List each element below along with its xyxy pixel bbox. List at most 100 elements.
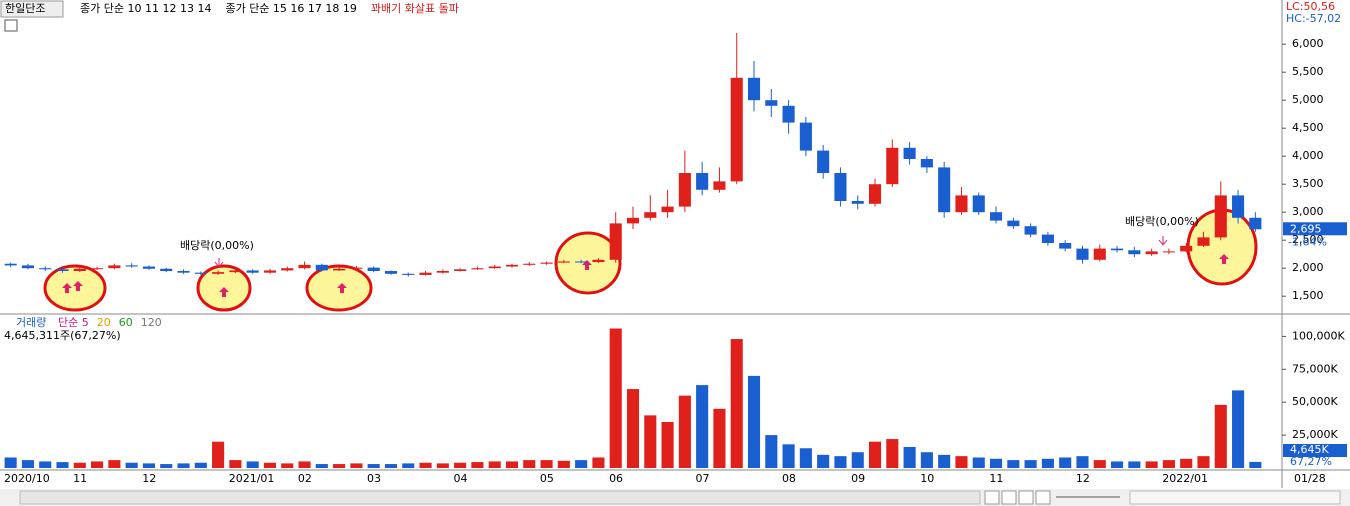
ratio-label: 67,27%: [1290, 455, 1332, 468]
volume-bar: [39, 461, 52, 468]
candle-body: [955, 195, 968, 213]
volume-bar: [1162, 460, 1175, 468]
button[interactable]: [1018, 490, 1034, 505]
volume-bar: [868, 441, 882, 468]
candle-body: [920, 159, 933, 168]
candle-body: [91, 268, 104, 270]
scrollbar: [0, 489, 1350, 506]
arrow: [337, 283, 347, 293]
candle-body: [436, 271, 449, 273]
candle-body: [834, 173, 847, 201]
x-tick-label: 09: [851, 472, 865, 485]
volume-bar: [903, 446, 916, 468]
volume-bar: [488, 461, 501, 468]
candle-body: [454, 269, 467, 271]
candle-body: [194, 272, 207, 274]
volume-bar: [1059, 457, 1072, 468]
arrow: [214, 258, 224, 268]
candle-body: [765, 100, 778, 106]
candle-body: [1076, 248, 1089, 260]
candle-body: [1162, 251, 1175, 253]
volume-bar: [108, 460, 121, 468]
volume-bar: [56, 462, 69, 468]
candle-body: [1007, 220, 1020, 227]
button[interactable]: [1001, 490, 1017, 505]
scroll-thumb[interactable]: [19, 490, 981, 505]
y-tick-label: 6,000: [1292, 37, 1324, 50]
circle: [43, 264, 107, 312]
x-tick-label: 03: [367, 472, 381, 485]
x-tick-label: 08: [782, 472, 796, 485]
candle-body: [1111, 248, 1124, 251]
candle-body: [592, 259, 605, 263]
candle-body: [782, 105, 795, 123]
legend-item: 60: [119, 316, 133, 329]
candle-body: [73, 268, 86, 271]
candle-body: [39, 268, 52, 270]
candle-body: [661, 206, 674, 213]
y-tick-label: 75,000K: [1292, 362, 1338, 375]
volume-bar: [782, 444, 795, 468]
volume-bar: [1093, 460, 1106, 468]
annotation: 배당락(0,00%): [1125, 215, 1199, 228]
volume-bar: [817, 454, 830, 468]
volume-bar: [263, 462, 277, 468]
title-box[interactable]: [0, 0, 64, 18]
volume-bar: [125, 462, 138, 468]
x-end-label: 01/28: [1294, 472, 1326, 485]
candle-body: [644, 212, 657, 218]
candle-body: [696, 173, 709, 190]
volume-bar: [454, 462, 467, 468]
current-volume: 4,645,311주(67,27%): [4, 329, 121, 342]
last-volume: 4,645K: [1290, 443, 1329, 456]
candle-body: [488, 266, 501, 269]
volume-bar: [626, 389, 640, 468]
volume-bar: [523, 460, 536, 468]
volume-bar: [1180, 458, 1193, 468]
volume-bar: [540, 460, 553, 468]
candle-body: [177, 271, 190, 273]
button[interactable]: [984, 490, 1000, 505]
volume-bar: [955, 456, 968, 468]
candle-body: [246, 270, 259, 273]
toolbar[interactable]: [1129, 490, 1341, 505]
volume-bar: [1145, 461, 1158, 468]
candle-body: [678, 173, 691, 207]
x-tick-label: 06: [609, 472, 623, 485]
volume-bar: [1128, 461, 1141, 468]
candle-body: [747, 77, 761, 101]
candle-body: [229, 270, 242, 273]
volume-bar: [730, 339, 743, 468]
annotation: 배당락(0,00%): [180, 239, 254, 252]
candle-body: [505, 264, 519, 267]
arrow: [62, 283, 72, 293]
volume-bar: [575, 460, 588, 468]
candle-body: [1059, 243, 1072, 249]
candle-body: [1214, 195, 1227, 238]
y-tick-label: 3,500: [1292, 177, 1324, 190]
volume-bar: [834, 456, 847, 468]
arrow: [1158, 236, 1168, 246]
y-tick-label: 1,500: [1292, 289, 1324, 302]
volume-bar: [402, 463, 415, 468]
candle-body: [384, 271, 398, 274]
candle-body: [367, 267, 380, 271]
candle-body: [1093, 248, 1106, 260]
candle-body: [1180, 245, 1193, 252]
volume-bar: [142, 463, 155, 468]
volume-bar: [1007, 460, 1020, 468]
last-price: 2,695: [1290, 222, 1322, 235]
x-tick-label: 02: [298, 472, 312, 485]
volume-bar: [661, 421, 674, 468]
icon[interactable]: [4, 19, 18, 32]
candle-body: [1249, 217, 1262, 230]
change-label: -1,64%: [1288, 235, 1327, 248]
x-tick-label: 07: [696, 472, 710, 485]
candle-body: [471, 268, 484, 270]
y-tick-label: 25,000K: [1292, 428, 1338, 441]
candle-body: [419, 272, 432, 275]
candle-body: [315, 264, 328, 271]
button[interactable]: [1035, 490, 1051, 505]
volume-bar: [1076, 456, 1089, 468]
